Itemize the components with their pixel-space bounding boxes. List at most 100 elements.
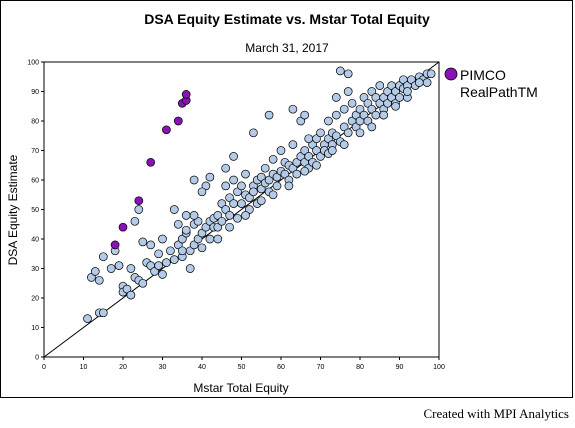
fund-point [106,264,116,273]
y-tick-label: 0 [35,355,39,362]
fund-point [177,246,187,256]
fund-point [221,181,231,191]
fund-point [181,225,191,235]
fund-point [205,234,215,244]
y-tick-label: 100 [27,60,39,67]
fund-point [264,175,274,185]
fund-point [256,196,266,206]
fund-point [414,78,424,87]
fund-point [162,258,171,267]
fund-point [221,163,231,173]
fund-point [426,69,436,79]
y-tick-label: 40 [31,237,39,244]
fund-point [166,246,175,256]
pimco-realpath-point [181,90,191,99]
x-axis-ticks: 0 10 20 30 40 50 60 70 80 90 100 [42,357,445,371]
fund-point [339,104,349,114]
fund-point [241,211,250,220]
fund-point [367,122,377,132]
fund-point [114,261,124,270]
fund-point [327,146,337,155]
y-tick-label: 30 [31,266,39,273]
fund-point [189,240,199,250]
fund-point [272,172,282,182]
fund-point [229,199,238,208]
fund-point [213,234,223,244]
x-tick-label: 0 [42,364,46,371]
pimco-realpath-point [110,240,120,250]
fund-point [233,213,242,223]
legend-marker [444,67,458,81]
pimco-realpath-point [146,157,156,167]
fund-point [146,240,156,250]
fund-point [189,175,199,185]
data-points [83,66,436,323]
fund-point [241,169,250,179]
fund-point [339,140,349,149]
fund-point [379,110,389,120]
fund-point [154,261,163,270]
x-tick-label: 40 [198,364,206,371]
fund-point [130,216,140,226]
y-axis-label: DSA Equity Estimate [6,154,20,265]
fund-point [245,193,254,203]
pimco-realpath-point [162,125,171,135]
fund-point [268,154,278,164]
fund-point [260,163,270,173]
fund-point [197,187,207,197]
scatter-chart: DSA Equity Estimate vs. Mstar Total Equi… [6,11,538,395]
fund-point [331,110,341,120]
fund-point [331,131,341,141]
pimco-realpath-point [173,116,183,126]
fund-point [169,255,179,264]
fund-point [94,275,104,285]
fund-point [154,249,163,259]
fund-point [173,219,183,229]
footer-credit: Created with MPI Analytics [423,406,569,421]
fund-point [422,78,432,87]
fund-point [233,187,242,197]
x-tick-label: 80 [356,364,364,371]
fund-point [355,104,365,114]
fund-point [181,211,191,220]
fund-point [304,134,314,144]
fund-point [126,290,136,300]
fund-point [343,69,353,79]
fund-point [189,211,199,220]
fund-point [83,314,92,323]
fund-point [288,140,298,149]
fund-point [339,122,349,132]
pimco-realpath-point [134,196,144,206]
fund-point [158,270,167,279]
fund-point [173,240,183,250]
fund-point [403,87,412,96]
fund-point [225,211,234,220]
fund-point [225,222,234,232]
fund-point [98,252,108,262]
fund-point [284,181,294,191]
y-tick-label: 70 [31,148,39,155]
x-axis-label: Mstar Total Equity [193,381,288,395]
fund-point [300,166,310,176]
fund-point [331,93,341,102]
fund-point [249,187,258,197]
legend-label-line2: RealPathTM [460,84,538,100]
y-tick-label: 10 [31,325,39,332]
fund-point [169,205,179,214]
pimco-realpath-point [118,222,128,232]
x-tick-label: 60 [277,364,285,371]
fund-point [367,87,377,96]
fund-point [213,211,223,220]
x-tick-label: 50 [238,364,246,371]
fund-point [316,128,325,138]
y-tick-label: 90 [31,89,39,96]
y-axis-ticks: 0 10 20 30 40 50 60 70 80 90 100 [27,60,44,362]
fund-point [229,152,238,161]
fund-point [391,101,400,111]
x-tick-label: 10 [80,364,88,371]
fund-point [268,190,278,200]
x-tick-label: 20 [119,364,127,371]
fund-point [138,237,148,247]
fund-point [347,98,357,108]
fund-point [249,128,258,138]
